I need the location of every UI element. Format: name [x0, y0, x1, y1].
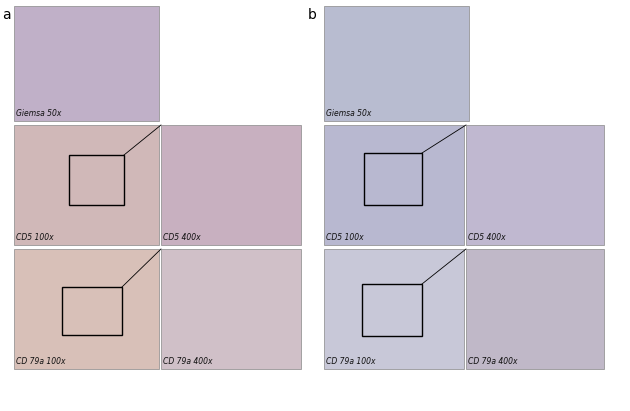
FancyBboxPatch shape — [161, 125, 301, 245]
Text: CD5 100x: CD5 100x — [326, 233, 364, 242]
FancyBboxPatch shape — [161, 249, 301, 369]
FancyBboxPatch shape — [324, 249, 464, 369]
FancyBboxPatch shape — [466, 249, 604, 369]
Bar — [362, 284, 422, 336]
FancyBboxPatch shape — [466, 125, 604, 245]
Bar — [364, 153, 422, 205]
Text: Giemsa 50x: Giemsa 50x — [16, 109, 61, 118]
FancyBboxPatch shape — [14, 6, 159, 121]
Text: CD5 400x: CD5 400x — [163, 233, 200, 242]
Text: CD5 100x: CD5 100x — [16, 233, 54, 242]
Text: CD 79a 100x: CD 79a 100x — [326, 357, 375, 366]
Bar — [69, 155, 124, 205]
Text: CD 79a 400x: CD 79a 400x — [468, 357, 517, 366]
Text: CD 79a 100x: CD 79a 100x — [16, 357, 66, 366]
FancyBboxPatch shape — [324, 6, 469, 121]
Text: CD5 400x: CD5 400x — [468, 233, 506, 242]
FancyBboxPatch shape — [14, 125, 159, 245]
Text: Giemsa 50x: Giemsa 50x — [326, 109, 371, 118]
FancyBboxPatch shape — [14, 249, 159, 369]
Text: CD 79a 400x: CD 79a 400x — [163, 357, 212, 366]
Bar — [62, 287, 122, 335]
Text: b: b — [308, 8, 317, 22]
FancyBboxPatch shape — [324, 125, 464, 245]
Text: a: a — [2, 8, 11, 22]
